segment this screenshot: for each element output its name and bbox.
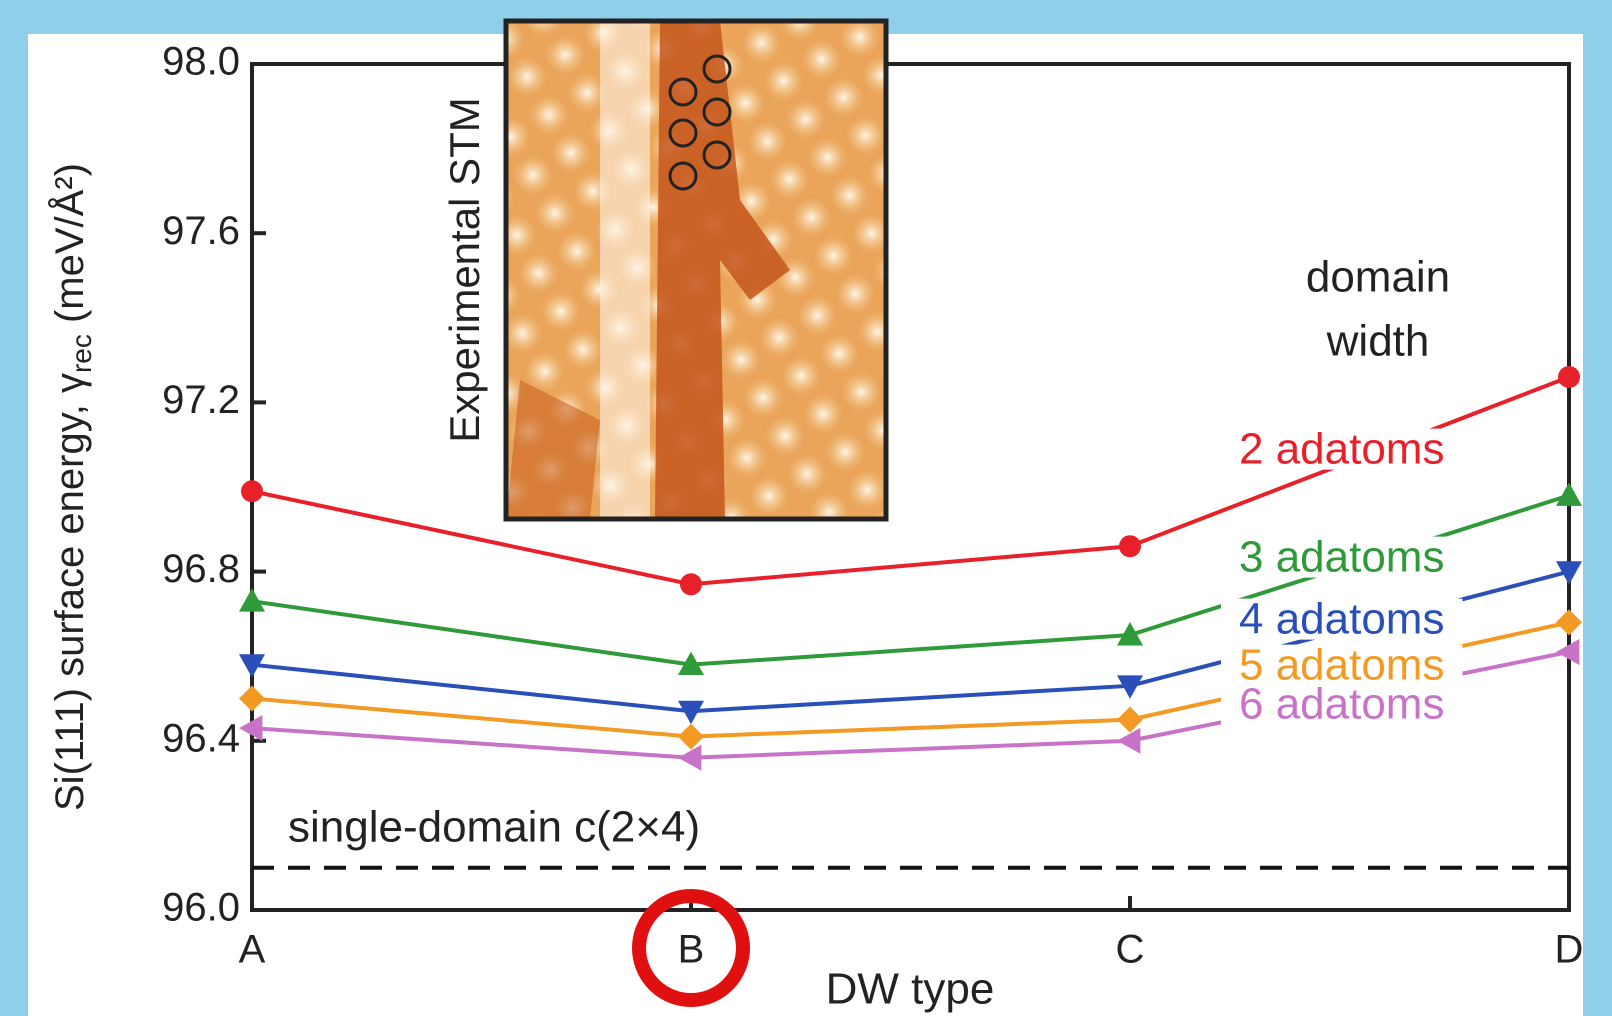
y-axis-label: Si(111) surface energy, γrec (meV/Å²) (47, 163, 98, 811)
y-tick-label: 98.0 (162, 40, 240, 84)
chart: 96.0 96.4 96.8 97.2 97.6 98.0 A B C Dsingle-domai… (0, 0, 1612, 1016)
data-point (241, 480, 263, 502)
x-axis-label: DW type (826, 965, 995, 1014)
data-point (1558, 366, 1580, 388)
y-label-sub: rec (66, 334, 97, 373)
y-tick-label: 96.8 (162, 547, 240, 591)
x-tick-label: C (1116, 928, 1145, 972)
y-tick-label: 96.0 (162, 886, 240, 930)
y-label-text: Si(111) surface energy, γ (48, 373, 92, 811)
x-tick-label: D (1555, 928, 1584, 972)
y-tick-label: 97.2 (162, 378, 240, 422)
legend-label: 3 adatoms (1239, 533, 1444, 582)
legend-title: width (1326, 317, 1430, 366)
data-point (1119, 535, 1141, 557)
y-label-unit: (meV/Å²) (47, 163, 92, 334)
reference-label: single-domain c(2×4) (288, 802, 700, 851)
page: 96.0 96.4 96.8 97.2 97.6 98.0 A B C Dsingle-domai… (0, 0, 1612, 1016)
legend-title: domain (1306, 253, 1450, 302)
legend-label: 4 adatoms (1239, 595, 1444, 644)
inset (506, 21, 886, 519)
inset-label: Experimental STM (441, 97, 488, 442)
y-tick-label: 96.4 (162, 716, 240, 760)
data-point (680, 573, 702, 595)
x-tick-label: B (678, 928, 705, 972)
legend-label: 6 adatoms (1239, 680, 1444, 729)
x-tick-label: A (239, 928, 266, 972)
y-tick-label: 97.6 (162, 209, 240, 253)
legend-label: 2 adatoms (1239, 425, 1444, 474)
